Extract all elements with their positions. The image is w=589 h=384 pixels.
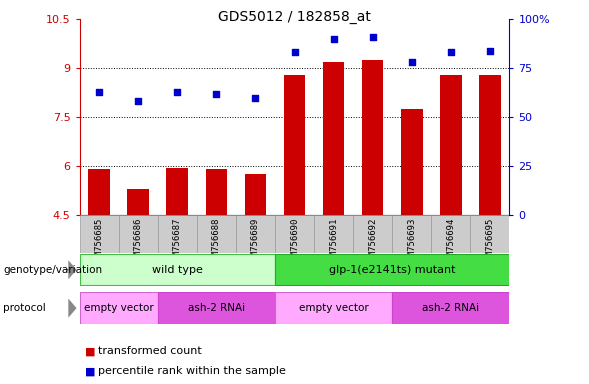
Bar — [80, 293, 158, 324]
Text: percentile rank within the sample: percentile rank within the sample — [98, 366, 286, 376]
Bar — [431, 215, 471, 253]
Bar — [392, 215, 431, 253]
Text: GDS5012 / 182858_at: GDS5012 / 182858_at — [218, 10, 371, 23]
Bar — [236, 215, 275, 253]
Point — [407, 59, 416, 65]
Point — [485, 48, 495, 54]
Text: GSM756685: GSM756685 — [95, 218, 104, 266]
Point — [290, 50, 299, 56]
Bar — [206, 169, 227, 215]
Text: ash-2 RNAi: ash-2 RNAi — [188, 303, 245, 313]
Bar — [88, 169, 110, 215]
Bar — [362, 60, 383, 215]
Text: GSM756692: GSM756692 — [368, 218, 377, 266]
Text: genotype/variation: genotype/variation — [3, 265, 102, 275]
Bar — [80, 215, 118, 253]
Point — [329, 36, 338, 42]
Text: empty vector: empty vector — [299, 303, 369, 313]
Text: GSM756688: GSM756688 — [212, 218, 221, 266]
Bar — [275, 254, 509, 285]
Bar — [80, 254, 275, 285]
Bar — [118, 215, 158, 253]
Point — [94, 89, 104, 95]
Bar — [275, 215, 314, 253]
Bar — [158, 215, 197, 253]
Text: wild type: wild type — [152, 265, 203, 275]
Point — [173, 89, 182, 95]
Text: GSM756695: GSM756695 — [485, 218, 494, 266]
Bar — [197, 215, 236, 253]
Text: empty vector: empty vector — [84, 303, 154, 313]
Bar — [284, 75, 305, 215]
Text: GSM756690: GSM756690 — [290, 218, 299, 266]
Bar — [353, 215, 392, 253]
Text: glp-1(e2141ts) mutant: glp-1(e2141ts) mutant — [329, 265, 455, 275]
Text: transformed count: transformed count — [98, 346, 202, 356]
Text: GSM756693: GSM756693 — [407, 218, 416, 266]
Point — [134, 98, 143, 104]
Bar — [392, 293, 509, 324]
Bar — [401, 109, 422, 215]
Text: GSM756689: GSM756689 — [251, 218, 260, 266]
Text: ■: ■ — [85, 366, 96, 376]
Bar — [127, 189, 149, 215]
Point — [211, 91, 221, 97]
Bar — [471, 215, 509, 253]
Text: GSM756691: GSM756691 — [329, 218, 338, 266]
Bar — [479, 75, 501, 215]
Bar — [167, 168, 188, 215]
Point — [251, 94, 260, 101]
Bar — [244, 174, 266, 215]
Text: GSM756687: GSM756687 — [173, 218, 182, 266]
Text: ash-2 RNAi: ash-2 RNAi — [422, 303, 479, 313]
Text: GSM756694: GSM756694 — [446, 218, 455, 266]
Point — [368, 34, 378, 40]
Text: GSM756686: GSM756686 — [134, 218, 143, 266]
Bar — [440, 75, 462, 215]
Point — [446, 50, 455, 56]
Text: protocol: protocol — [3, 303, 46, 313]
Text: ■: ■ — [85, 346, 96, 356]
Bar — [314, 215, 353, 253]
Bar — [158, 293, 275, 324]
Bar — [275, 293, 392, 324]
Bar — [323, 62, 345, 215]
